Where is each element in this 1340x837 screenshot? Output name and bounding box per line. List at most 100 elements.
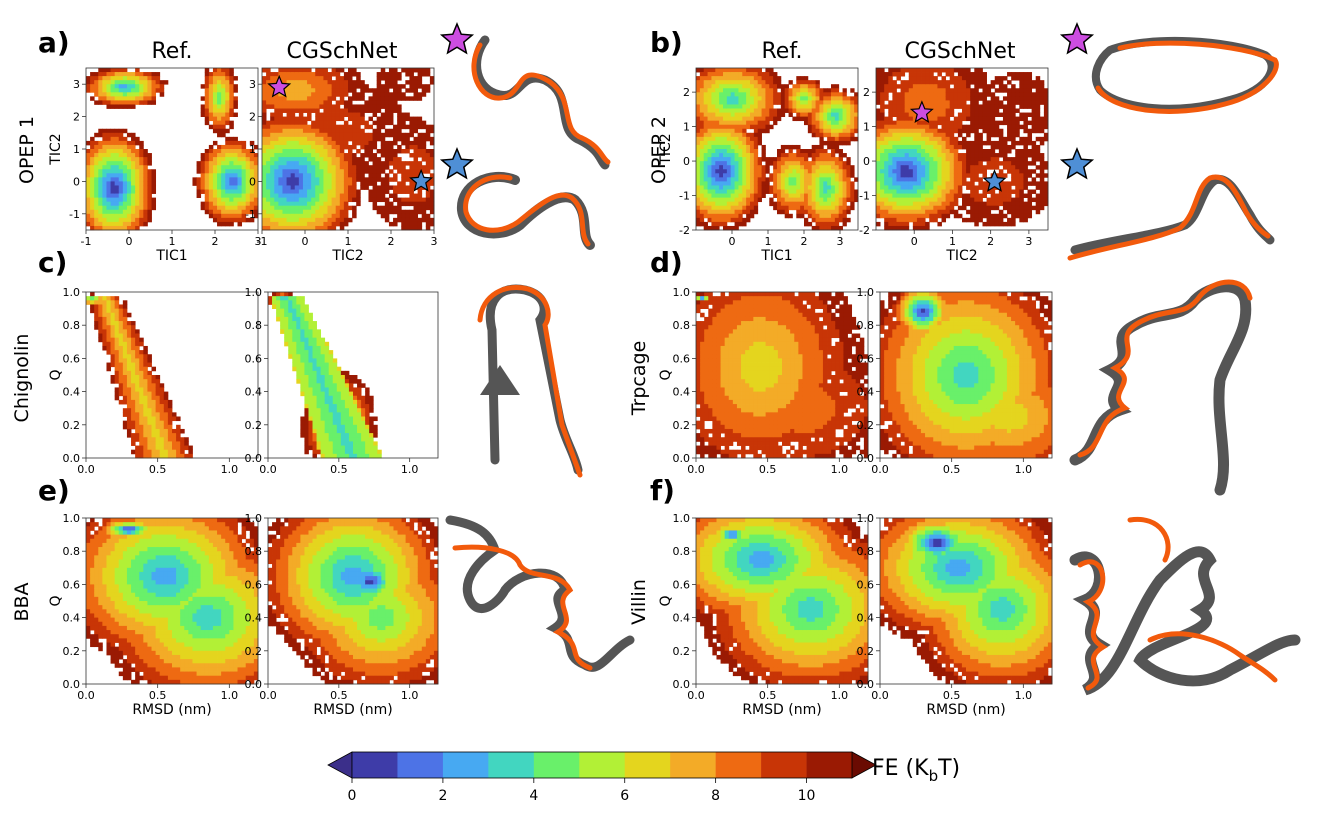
row-label-opep2: OPEP 2 bbox=[648, 116, 670, 184]
x-tick-label: 3 bbox=[431, 235, 438, 248]
y-tick-label: -1 bbox=[859, 190, 870, 203]
colorbar-segment bbox=[352, 752, 398, 778]
x-tick-label: 0 bbox=[302, 235, 309, 248]
star-icon bbox=[909, 100, 934, 123]
y-tick-label: 1.0 bbox=[245, 512, 263, 525]
y-tick-label: 2 bbox=[863, 86, 870, 99]
heatmap-f-ref: 0.0 0.5 1.0 0.0 0.2 0.4 0.6 0.8 1.0 RMSD (nm) Q bbox=[658, 512, 869, 718]
structure-villin bbox=[1069, 516, 1301, 696]
y-tick-label: 0.4 bbox=[673, 612, 691, 625]
column-title-cgschnet-a: CGSchNet bbox=[286, 39, 397, 64]
colorbar-segment bbox=[533, 752, 580, 778]
y-tick-label: 0.2 bbox=[857, 645, 875, 658]
y-tick-label: 0 bbox=[249, 175, 256, 188]
colorbar-tick-label: 8 bbox=[711, 788, 720, 804]
x-tick-label: 0.0 bbox=[687, 689, 705, 702]
star-icon bbox=[1059, 22, 1095, 55]
colorbar: 0 2 4 6 8 10 bbox=[327, 751, 877, 804]
structure-opep1-magenta bbox=[471, 35, 611, 170]
colorbar-tick-label: 0 bbox=[348, 788, 357, 804]
y-tick-label: 0.4 bbox=[245, 386, 263, 399]
colorbar-segment bbox=[442, 752, 489, 778]
y-tick-label: 0.4 bbox=[857, 612, 875, 625]
structure-opep2-blue bbox=[1067, 174, 1275, 261]
y-tick-label: 0.6 bbox=[245, 352, 263, 365]
x-tick-label: 2 bbox=[987, 235, 994, 248]
x-tick-label: 0.5 bbox=[330, 463, 348, 476]
y-tick-label: 0.2 bbox=[673, 419, 691, 432]
y-tick-label: 0.8 bbox=[673, 319, 691, 332]
y-tick-label: 0.0 bbox=[245, 452, 263, 465]
row-label-chignolin: Chignolin bbox=[11, 334, 33, 423]
x-tick-label: 1.0 bbox=[1015, 689, 1033, 702]
y-tick-label: -1 bbox=[679, 190, 690, 203]
panel-letter-a: a) bbox=[38, 26, 70, 59]
colorbar-extend-low bbox=[327, 751, 353, 779]
colorbar-segment bbox=[488, 752, 535, 778]
y-tick-label: 1.0 bbox=[673, 512, 691, 525]
structure-trpcage bbox=[1069, 279, 1253, 496]
x-axis-label: TIC2 bbox=[331, 248, 363, 264]
structure-chignolin bbox=[477, 284, 583, 478]
y-tick-label: 0.0 bbox=[673, 678, 691, 691]
panel-letter-f: f) bbox=[650, 474, 675, 507]
x-tick-label: 2 bbox=[801, 235, 808, 248]
y-tick-label: 1.0 bbox=[857, 512, 875, 525]
colorbar-segment bbox=[806, 752, 853, 778]
y-tick-label: 1 bbox=[249, 143, 256, 156]
x-tick-label: 0.5 bbox=[149, 463, 167, 476]
y-tick-label: -2 bbox=[679, 224, 690, 237]
y-tick-label: 0 bbox=[73, 175, 80, 188]
x-axis-label: TIC1 bbox=[155, 248, 187, 264]
y-tick-label: 0.6 bbox=[63, 578, 81, 591]
x-tick-label: 0.0 bbox=[259, 689, 277, 702]
y-tick-label: 0.0 bbox=[857, 678, 875, 691]
heatmap-d-cgschnet: 0.0 0.5 1.0 0.0 0.2 0.4 0.6 0.8 1.0 bbox=[857, 286, 1053, 476]
y-tick-label: 0.2 bbox=[857, 419, 875, 432]
x-tick-label: 0.0 bbox=[871, 463, 889, 476]
y-tick-label: 0.0 bbox=[245, 678, 263, 691]
heatmap-d-ref: 0.0 0.5 1.0 0.0 0.2 0.4 0.6 0.8 1.0 Q bbox=[658, 286, 869, 476]
x-tick-label: 2 bbox=[388, 235, 395, 248]
x-tick-label: 0.0 bbox=[77, 463, 95, 476]
x-tick-label: 0 bbox=[911, 235, 918, 248]
y-axis-label: TIC2 bbox=[48, 133, 64, 165]
colorbar-label: FE (KbT) bbox=[872, 756, 960, 785]
x-tick-label: -1 bbox=[81, 235, 92, 248]
heatmap-a-ref: -1 0 1 2 3 -1 0 1 2 3 TIC1 TIC2 bbox=[48, 67, 262, 264]
y-tick-label: 3 bbox=[249, 78, 256, 91]
heatmap-f-cgschnet: 0.0 0.5 1.0 0.0 0.2 0.4 0.6 0.8 1.0 RMSD (nm) bbox=[857, 512, 1053, 718]
row-label-bba: BBA bbox=[11, 582, 33, 621]
x-axis-label: RMSD (nm) bbox=[742, 702, 821, 718]
x-axis-label: RMSD (nm) bbox=[313, 702, 392, 718]
heatmap-e-cgschnet: 0.0 0.5 1.0 0.0 0.2 0.4 0.6 0.8 1.0 RMSD (nm) bbox=[245, 512, 439, 718]
x-tick-label: 0.5 bbox=[943, 463, 961, 476]
row-label-opep1: OPEP 1 bbox=[16, 116, 38, 184]
x-tick-label: 2 bbox=[212, 235, 219, 248]
y-tick-label: 0.8 bbox=[857, 319, 875, 332]
star-icon bbox=[409, 168, 434, 192]
y-tick-label: 1 bbox=[683, 121, 690, 134]
y-axis-label: Q bbox=[48, 595, 64, 606]
y-tick-label: 1 bbox=[863, 121, 870, 134]
colorbar-segment bbox=[397, 752, 444, 778]
heatmap-c-ref: 0.0 0.5 1.0 0.0 0.2 0.4 0.6 0.8 1.0 Q bbox=[48, 286, 259, 476]
x-tick-label: 1 bbox=[169, 235, 176, 248]
structure-opep1-blue bbox=[456, 171, 595, 250]
x-axis-label: RMSD (nm) bbox=[926, 702, 1005, 718]
colorbar-segment bbox=[624, 752, 671, 778]
y-tick-label: 0.8 bbox=[63, 319, 81, 332]
y-tick-label: 1.0 bbox=[63, 286, 81, 299]
panel-letter-c: c) bbox=[38, 246, 67, 279]
y-tick-label: 0.2 bbox=[63, 645, 81, 658]
y-tick-label: 2 bbox=[683, 86, 690, 99]
y-tick-label: 0.8 bbox=[673, 545, 691, 558]
x-tick-label: 0.0 bbox=[259, 463, 277, 476]
colorbar-tick-label: 10 bbox=[798, 788, 816, 804]
x-tick-label: 1.0 bbox=[401, 463, 419, 476]
structure-opep2-magenta bbox=[1091, 36, 1279, 114]
x-tick-label: 1 bbox=[765, 235, 772, 248]
x-tick-label: 0.5 bbox=[759, 689, 777, 702]
x-tick-label: 0.0 bbox=[687, 463, 705, 476]
